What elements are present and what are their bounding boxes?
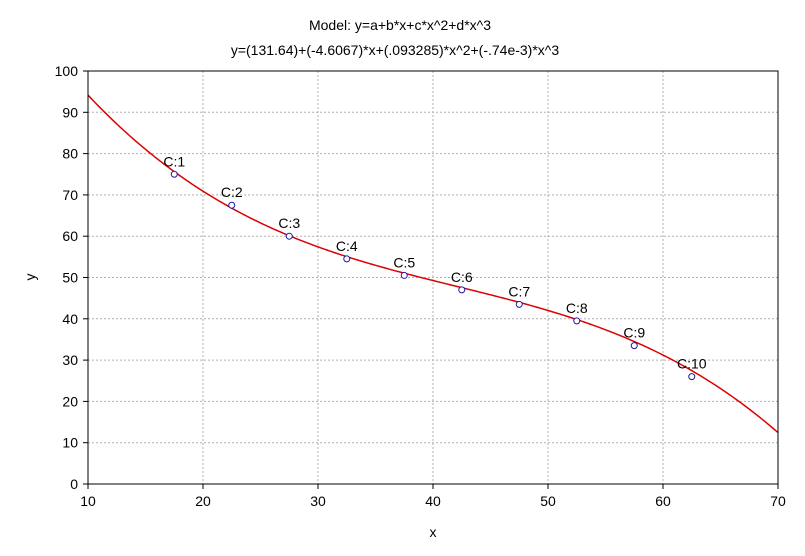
- data-point: [515, 300, 523, 308]
- data-point: [400, 271, 408, 279]
- data-point: [228, 201, 236, 209]
- y-axis-label: y: [22, 274, 38, 281]
- point-label: C:6: [451, 269, 473, 285]
- y-tick-label: 20: [62, 393, 78, 409]
- point-label: C:7: [508, 283, 530, 299]
- x-tick-label: 50: [540, 493, 556, 509]
- x-tick-label: 30: [310, 493, 326, 509]
- plot-frame: [87, 70, 779, 485]
- y-tick-label: 30: [62, 352, 78, 368]
- data-points: [170, 170, 696, 381]
- point-labels: C:1 C:2 C:3 C:4 C:5 C:6 C:7 C:8 C:9 C:10: [163, 153, 706, 371]
- data-point: [170, 170, 178, 178]
- chart-subtitle: y=(131.64)+(-4.6067)*x+(.093285)*x^2+(-.…: [231, 42, 560, 58]
- axis-ticks: [83, 70, 779, 489]
- data-point: [285, 232, 293, 240]
- point-label: C:1: [163, 153, 185, 169]
- grid: [88, 71, 778, 484]
- point-label: C:8: [566, 300, 588, 316]
- y-tick-label: 0: [70, 476, 78, 492]
- x-tick-label: 60: [655, 493, 671, 509]
- data-point: [688, 373, 696, 381]
- x-tick-label: 40: [425, 493, 441, 509]
- data-point: [458, 286, 466, 294]
- data-point: [630, 342, 638, 350]
- point-label: C:10: [677, 356, 707, 372]
- y-tick-label: 50: [62, 270, 78, 286]
- x-tick-label: 20: [195, 493, 211, 509]
- x-tick-label: 70: [770, 493, 786, 509]
- point-label: C:9: [623, 325, 645, 341]
- x-tick-label: 10: [80, 493, 96, 509]
- y-tick-label: 60: [62, 228, 78, 244]
- point-label: C:5: [393, 254, 415, 270]
- y-tick-label: 70: [62, 187, 78, 203]
- y-tick-label: 80: [62, 146, 78, 162]
- data-point: [573, 317, 581, 325]
- y-tick-label: 10: [62, 435, 78, 451]
- fit-curve: [87, 94, 779, 434]
- x-axis-label: x: [430, 524, 437, 540]
- y-tick-label: 90: [62, 104, 78, 120]
- data-point: [343, 255, 351, 263]
- point-label: C:2: [221, 184, 243, 200]
- point-label: C:3: [278, 215, 300, 231]
- y-tick-label: 100: [55, 63, 79, 79]
- chart-title: Model: y=a+b*x+c*x^2+d*x^3: [309, 17, 491, 33]
- y-tick-label: 40: [62, 311, 78, 327]
- point-label: C:4: [336, 238, 358, 254]
